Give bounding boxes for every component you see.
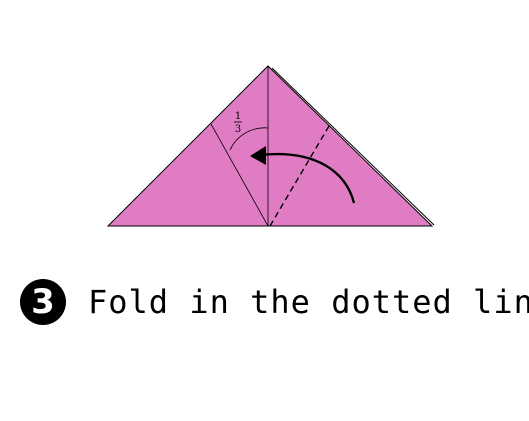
angle-arc bbox=[229, 127, 269, 151]
fraction-denominator: 3 bbox=[235, 124, 241, 135]
paper-triangle bbox=[106, 65, 434, 227]
left-fold-line bbox=[210, 123, 269, 227]
step-number-badge: 3 bbox=[20, 279, 66, 325]
fold-arrow-curve bbox=[259, 152, 356, 204]
fold-arrow-head bbox=[250, 146, 266, 165]
back-layer-edge bbox=[271, 67, 435, 226]
fraction-numerator: 1 bbox=[235, 111, 241, 122]
step-caption: 3 Fold in the dotted line bbox=[20, 278, 529, 326]
fold-diagram: 1 3 bbox=[106, 65, 435, 227]
step-instruction: Fold in the dotted line bbox=[88, 283, 529, 321]
